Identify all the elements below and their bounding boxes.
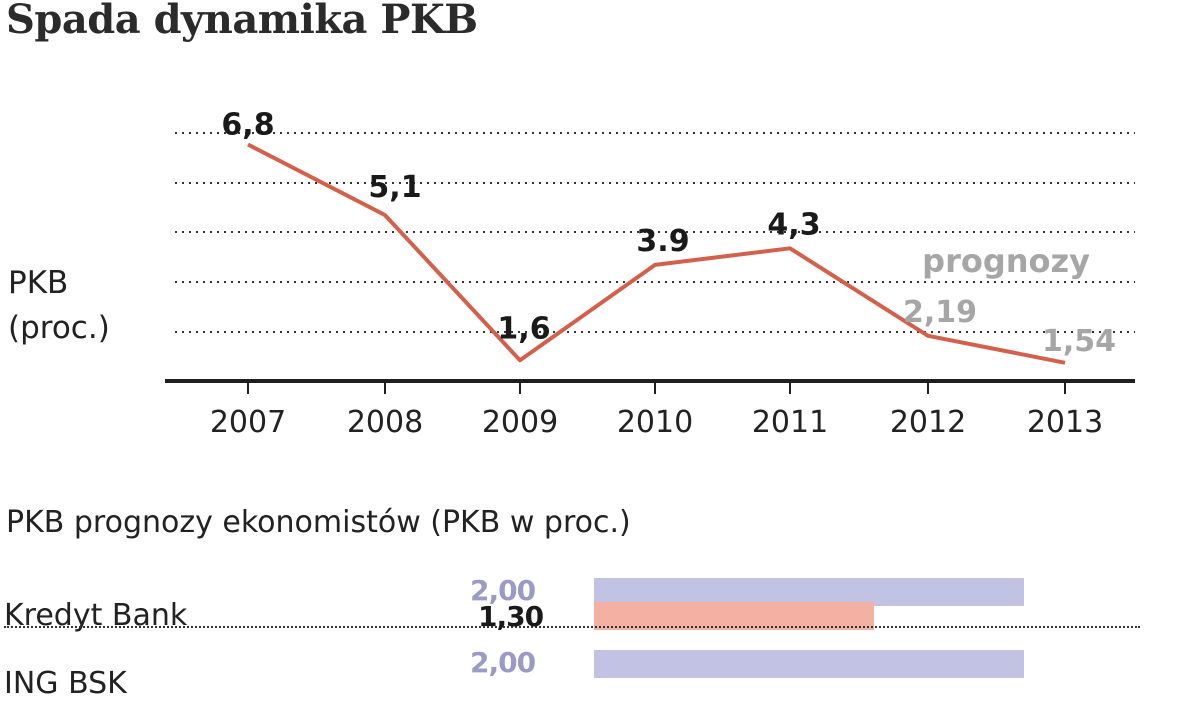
data-label: 3.9 bbox=[636, 224, 689, 259]
data-label: 1,6 bbox=[497, 311, 550, 346]
data-label: 1,54 bbox=[1042, 324, 1116, 359]
forecast-value-kredyt-bank: 2,00 bbox=[470, 574, 536, 607]
bar-actual-kredyt-bank bbox=[594, 602, 874, 630]
x-tick-label: 2009 bbox=[482, 405, 558, 440]
data-label: 6,8 bbox=[221, 108, 274, 143]
x-tick-label: 2008 bbox=[347, 405, 423, 440]
bar-section-title: PKB prognozy ekonomistów (PKB w proc.) bbox=[6, 505, 631, 540]
leader-line bbox=[4, 626, 1140, 628]
series-line bbox=[247, 142, 1066, 365]
x-tick-labels: 2007 2008 2009 2010 2011 2012 2013 bbox=[210, 405, 1103, 440]
forecast-label: prognozy bbox=[922, 242, 1090, 280]
bar-forecast-kredyt-bank bbox=[594, 578, 1024, 606]
grid-lines bbox=[175, 132, 1135, 333]
x-ticks bbox=[247, 381, 1066, 394]
chart-title: Spada dynamika PKB bbox=[6, 0, 478, 43]
x-tick-label: 2012 bbox=[890, 405, 966, 440]
data-label: 4,3 bbox=[767, 207, 820, 242]
forecast-value-ing-bsk: 2,00 bbox=[470, 646, 536, 679]
actual-value-kredyt-bank: 1,30 bbox=[478, 600, 544, 633]
bank-label-ing-bsk: ING BSK bbox=[4, 666, 127, 701]
bar-forecast-ing-bsk bbox=[594, 650, 1024, 678]
y-axis-label-line1: PKB bbox=[8, 265, 69, 301]
x-tick-label: 2007 bbox=[210, 405, 286, 440]
x-tick-label: 2010 bbox=[617, 405, 693, 440]
line-chart: 6,8 5,1 1,6 3.9 4,3 2,19 1,54 2007 2008 2009 2010… bbox=[165, 108, 1135, 440]
x-tick-label: 2011 bbox=[752, 405, 828, 440]
data-label: 5,1 bbox=[368, 170, 421, 205]
data-labels: 6,8 5,1 1,6 3.9 4,3 2,19 1,54 bbox=[221, 108, 1116, 359]
y-axis-label-line2: (proc.) bbox=[8, 310, 110, 346]
x-tick-label: 2013 bbox=[1027, 405, 1103, 440]
data-label: 2,19 bbox=[903, 295, 977, 330]
